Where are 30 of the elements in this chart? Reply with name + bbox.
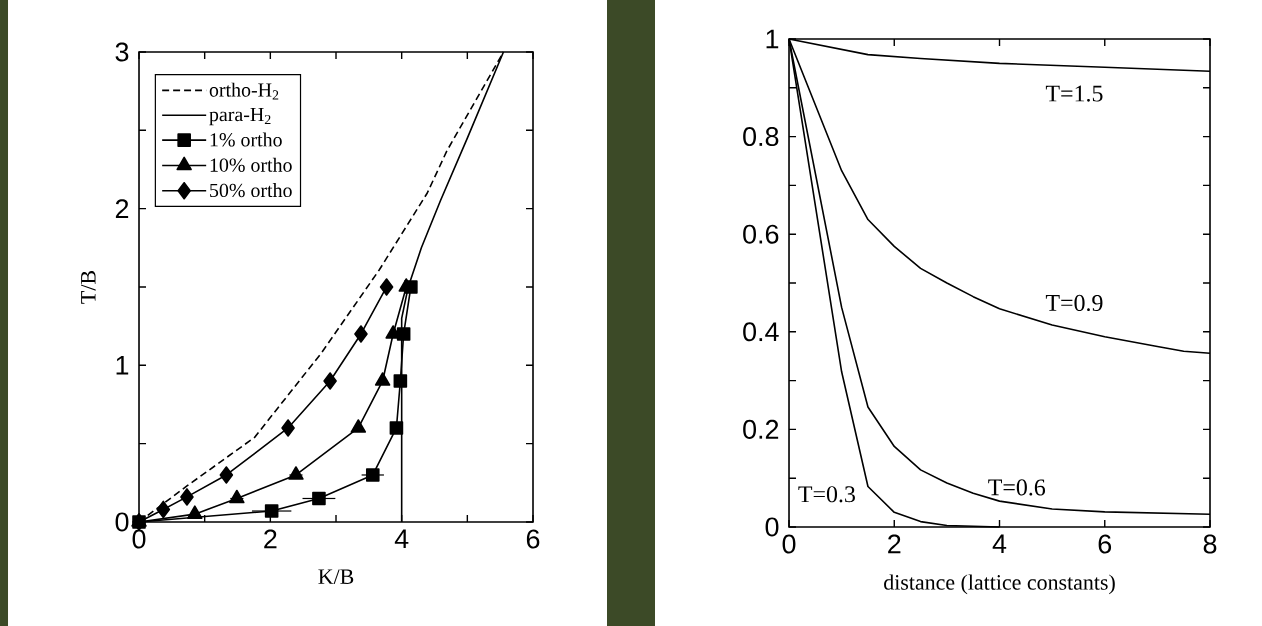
legend-label: 1% ortho (210, 132, 282, 147)
x-tick-label: 2 (888, 534, 901, 554)
x-tick-label: 4 (394, 529, 409, 549)
y-axis-title: T/B (81, 271, 96, 304)
x-tick-label: 0 (782, 534, 796, 554)
x-tick-label: 0 (132, 529, 146, 549)
x-axis-title: distance (lattice constants) (884, 574, 1115, 595)
x-tick-label: 2 (264, 529, 277, 549)
legend-label: 50% ortho (210, 183, 292, 198)
y-tick-label: 0.4 (743, 322, 779, 342)
y-tick-label: 0.2 (743, 419, 779, 439)
y-tick-label: 3 (115, 42, 129, 62)
y-tick-label: 0.6 (743, 224, 779, 244)
x-tick-label: 8 (1203, 534, 1217, 554)
y-tick-label: 1 (766, 29, 779, 49)
x-tick-label: 6 (526, 529, 540, 549)
annotation: T=0.9 (1045, 294, 1103, 312)
legend-label: 10% ortho (210, 157, 292, 172)
annotation: T=0.3 (798, 486, 855, 503)
x-axis-title: K/B (318, 569, 354, 585)
y-tick-label: 0 (115, 512, 129, 532)
x-tick-label: 6 (1098, 534, 1112, 554)
y-tick-label: 1 (116, 356, 129, 375)
y-tick-label: 2 (115, 199, 129, 219)
y-tick-label: 0.8 (743, 127, 779, 147)
annotation: T=0.6 (988, 479, 1046, 496)
legend-label: ortho-H$_{2}$ (209, 82, 279, 100)
annotation: T=1.5 (1045, 85, 1103, 102)
x-tick-label: 4 (992, 534, 1007, 554)
legend-label: para-H$_{2}$ (209, 107, 271, 126)
